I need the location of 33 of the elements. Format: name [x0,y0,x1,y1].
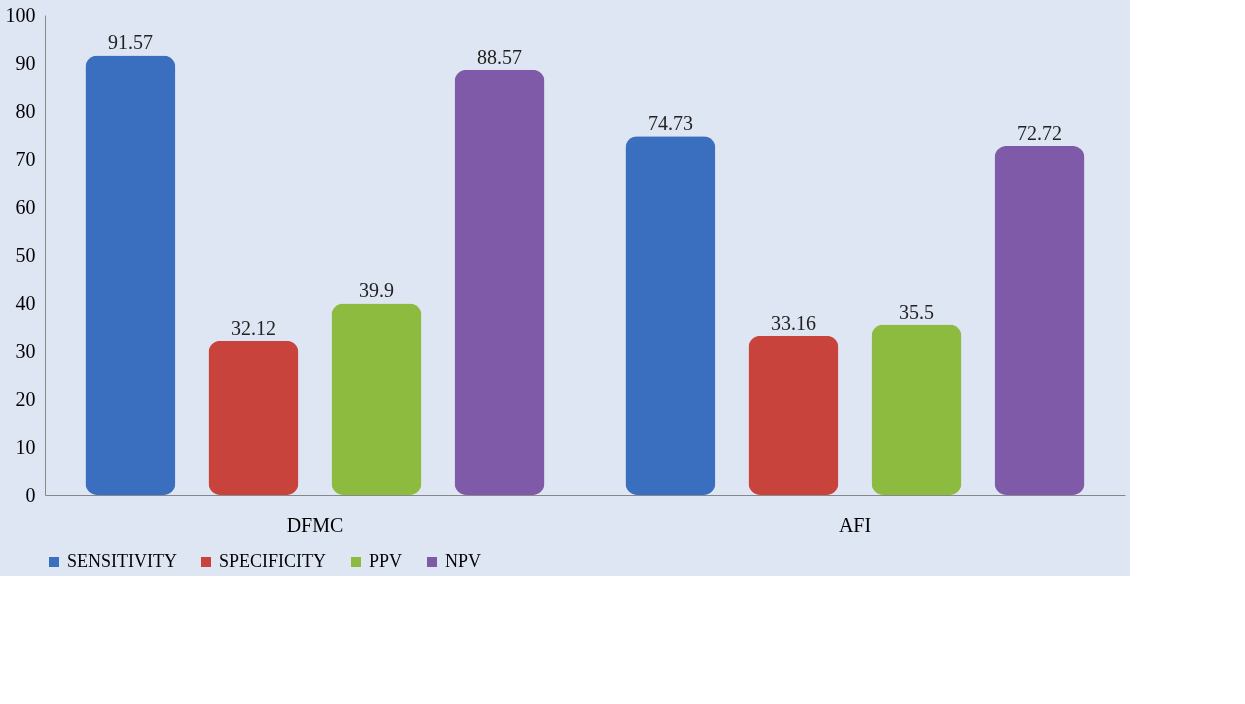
y-tick-label: 60 [15,195,36,218]
data-label: 72.72 [1017,121,1063,144]
data-label: 88.57 [477,45,523,68]
bar [454,69,545,495]
y-tick-label: 20 [15,387,36,410]
legend-label: SPECIFICITY [219,551,327,571]
data-label: 91.57 [107,31,153,54]
bar [871,324,962,495]
bar [748,335,839,495]
data-label: 74.73 [647,112,693,135]
bar [625,136,716,495]
y-tick-label: 10 [15,435,36,458]
x-tick-label: AFI [838,513,872,536]
y-tick-label: 90 [15,51,36,74]
legend-label: NPV [445,551,482,571]
data-label: 32.12 [230,316,276,339]
bar [994,145,1085,495]
bar [85,55,176,495]
y-tick-label: 70 [15,147,36,170]
data-label: 35.5 [899,300,935,323]
y-tick-label: 100 [5,3,36,26]
y-tick-label: 80 [15,99,36,122]
y-tick-label: 0 [25,483,36,506]
legend-label: SENSITIVITY [67,551,177,571]
bar [208,340,299,495]
data-label: 39.9 [359,279,395,302]
y-tick-label: 30 [15,339,36,362]
bar [331,303,422,495]
y-tick-label: 40 [15,291,36,314]
legend-label: PPV [369,551,403,571]
x-tick-label: DFMC [286,513,344,536]
y-tick-label: 50 [15,243,36,266]
data-label: 33.16 [770,311,816,334]
